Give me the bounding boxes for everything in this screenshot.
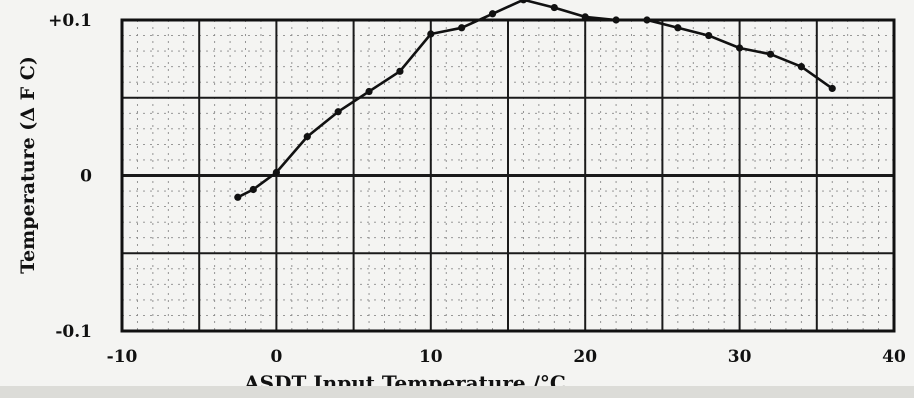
data-point	[736, 44, 744, 52]
data-point	[303, 133, 311, 141]
series-line	[236, 0, 834, 199]
y-tick-label: 0	[80, 167, 92, 187]
x-tick-label: -10	[107, 347, 138, 367]
data-point	[334, 108, 342, 116]
tick-labels: -10 0 10 20 30 40 +0.1 0 -0.1	[48, 11, 906, 367]
data-point	[365, 87, 373, 96]
data-point	[828, 84, 836, 93]
y-axis-title: Temperature (Δ F C)	[17, 56, 39, 274]
y-tick-label: -0.1	[55, 322, 92, 342]
x-tick-label: 10	[419, 347, 443, 367]
data-point	[396, 67, 404, 75]
data-point	[519, 0, 528, 4]
data-point	[643, 16, 651, 24]
series-layer	[234, 0, 836, 201]
data-point	[550, 3, 558, 12]
data-point	[581, 13, 589, 21]
data-point	[458, 24, 466, 32]
x-tick-label: 0	[270, 347, 282, 367]
data-point	[766, 50, 775, 58]
data-point	[427, 30, 435, 38]
y-tick-label: +0.1	[48, 11, 92, 31]
data-point	[234, 193, 242, 201]
x-tick-label: 40	[882, 347, 906, 367]
scan-edge	[0, 386, 914, 398]
plot-frame	[120, 18, 896, 333]
data-point	[612, 16, 620, 24]
data-point	[488, 10, 497, 18]
data-point	[272, 168, 280, 176]
x-tick-label: 30	[728, 347, 752, 367]
x-tick-label: 20	[573, 347, 597, 367]
data-point	[797, 63, 805, 71]
data-point	[674, 24, 682, 32]
data-point	[249, 185, 257, 194]
data-point	[705, 31, 713, 40]
